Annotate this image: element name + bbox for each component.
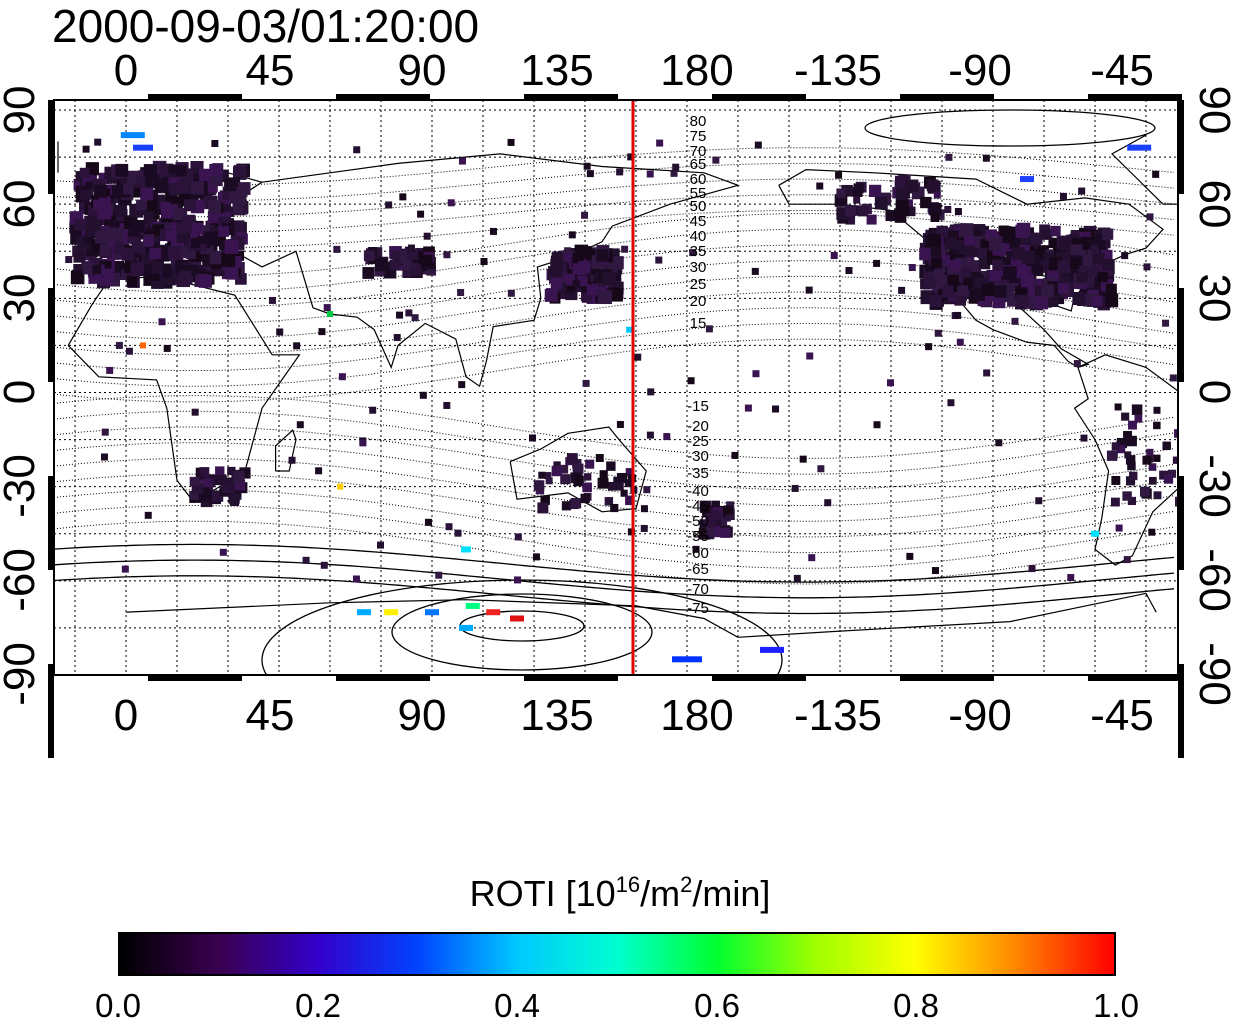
x-tick-label-bottom: -90 <box>948 691 1012 740</box>
map-frame <box>48 94 1184 758</box>
colorbar-tick-label: 0.8 <box>893 987 939 1024</box>
y-tick-label-left: 60 <box>0 180 44 229</box>
contour-label: 35 <box>690 243 707 260</box>
contour-label: 70 <box>690 143 707 160</box>
x-tick-label-top: -45 <box>1090 46 1154 95</box>
contour-label: 20 <box>690 293 707 310</box>
y-tick-label-right: 0 <box>1190 380 1239 404</box>
y-tick-label-left: 30 <box>0 274 44 323</box>
contour-label: 80 <box>690 113 707 130</box>
contour-label: -50 <box>687 513 709 530</box>
colorbar-tick-label: 0.0 <box>95 987 141 1024</box>
roti-data-points <box>54 132 1178 663</box>
colorbar-tick-label: 0.2 <box>295 987 341 1024</box>
colorbar-tick-label: 0.4 <box>494 987 540 1024</box>
cb-title-suffix: /min] <box>692 873 771 914</box>
x-tick-label-bottom: 90 <box>398 691 447 740</box>
axis-tick-labels: 0045459090135135180180-135-135-90-90-45-… <box>0 46 1239 740</box>
contour-label: 45 <box>690 213 707 230</box>
contour-label: -15 <box>687 398 709 415</box>
x-tick-label-top: 180 <box>660 46 733 95</box>
x-tick-label-bottom: -45 <box>1090 691 1154 740</box>
x-tick-label-bottom: 0 <box>114 691 138 740</box>
plot-border <box>53 99 1179 676</box>
contour-label: -65 <box>687 561 709 578</box>
y-tick-label-right: -60 <box>1190 548 1239 612</box>
x-tick-label-bottom: -135 <box>794 691 882 740</box>
y-tick-label-right: 90 <box>1190 86 1239 135</box>
y-tick-label-left: 90 <box>0 86 44 135</box>
contour-label: -60 <box>687 545 709 562</box>
contour-label: -55 <box>687 528 709 545</box>
x-tick-label-bottom: 45 <box>246 691 295 740</box>
x-tick-label-top: -135 <box>794 46 882 95</box>
contour-label: 60 <box>690 171 707 188</box>
contour-label: -70 <box>687 581 709 598</box>
y-tick-label-left: 0 <box>0 380 44 404</box>
colorbar-tick-label: 1.0 <box>1093 987 1139 1024</box>
x-tick-label-bottom: 180 <box>660 691 733 740</box>
contour-label: 40 <box>690 228 707 245</box>
y-tick-label-left: -90 <box>0 642 44 706</box>
contour-label: 15 <box>690 315 707 332</box>
contour-label: 30 <box>690 259 707 276</box>
colorbar-tick-label: 0.6 <box>694 987 740 1024</box>
contour-label: 75 <box>690 128 707 145</box>
timestamp-title: 2000-09-03/01:20:00 <box>52 0 480 52</box>
y-tick-label-right: 30 <box>1190 274 1239 323</box>
cb-title-exp1: 16 <box>615 872 641 897</box>
contour-label: -25 <box>687 433 709 450</box>
x-tick-label-top: 45 <box>246 46 295 95</box>
contour-label: 50 <box>690 198 707 215</box>
x-tick-label-top: 135 <box>520 46 593 95</box>
colorbar <box>118 932 1116 976</box>
y-tick-label-right: -90 <box>1190 642 1239 706</box>
roti-world-map: 8075706560555045403530252015-15-20-25-30… <box>0 46 1239 758</box>
x-tick-label-bottom: 135 <box>520 691 593 740</box>
contour-label: 55 <box>690 185 707 202</box>
contour-label: -35 <box>687 465 709 482</box>
x-tick-label-top: 90 <box>398 46 447 95</box>
contour-label: -45 <box>687 498 709 515</box>
x-tick-label-top: -90 <box>948 46 1012 95</box>
contour-label: -20 <box>687 418 709 435</box>
cb-title-mid: /m <box>640 873 681 914</box>
cb-title-prefix: ROTI [10 <box>469 873 616 914</box>
contour-label: 65 <box>690 156 707 173</box>
contour-label: -75 <box>687 600 709 617</box>
contour-label: -30 <box>687 448 709 465</box>
contour-label: 25 <box>690 276 707 293</box>
x-tick-label-top: 0 <box>114 46 138 95</box>
y-tick-label-left: -60 <box>0 548 44 612</box>
colorbar-title: ROTI [1016/m2/min] <box>0 872 1240 921</box>
cb-title-exp2: 2 <box>680 872 693 897</box>
y-tick-label-right: 60 <box>1190 180 1239 229</box>
y-tick-label-right: -30 <box>1190 454 1239 518</box>
y-tick-label-left: -30 <box>0 454 44 518</box>
contour-label: -40 <box>687 483 709 500</box>
